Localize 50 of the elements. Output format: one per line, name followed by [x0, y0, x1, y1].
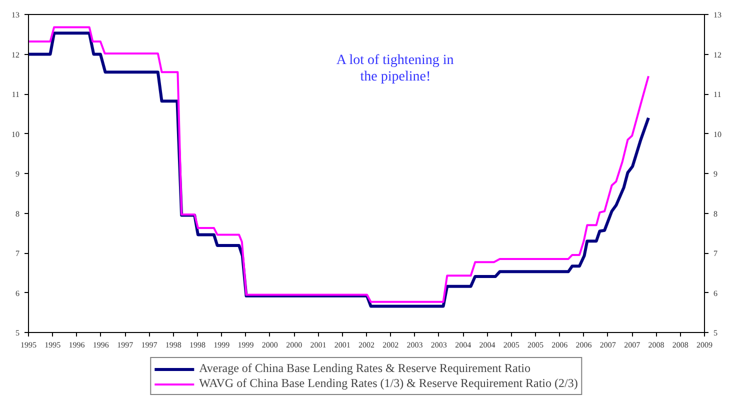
x-tick-label: 2002: [382, 340, 399, 350]
x-tick-label: 2006: [576, 340, 592, 350]
y2-tick-label: 7: [714, 249, 718, 258]
x-tick-label: 2008: [648, 340, 664, 350]
y-tick-label: 5: [16, 328, 20, 338]
legend-label: WAVG of China Base Lending Rates (1/3) & Reserve Requirement Ratio (2/3): [199, 376, 578, 391]
x-tick-label: 1996: [92, 340, 109, 350]
x-tick-label: 1997: [117, 340, 134, 350]
y2-tick-label: 5: [714, 328, 718, 338]
y-tick-label: 11: [12, 90, 20, 99]
x-tick-label: 2004: [479, 340, 496, 350]
x-tick-label: 1999: [238, 340, 254, 350]
y2-tick-label: 8: [714, 209, 718, 218]
x-tick-label: 1997: [141, 340, 158, 350]
x-tick-label: 2000: [262, 340, 278, 350]
y-tick-label: 6: [16, 288, 20, 298]
x-tick-label: 1995: [44, 340, 61, 350]
x-tick-label: 1998: [190, 340, 206, 350]
y-tick-label: 13: [12, 10, 20, 20]
x-tick-label: 2009: [696, 340, 712, 350]
y-tick-label: 8: [16, 209, 20, 218]
y-tick-label: 7: [16, 249, 20, 258]
x-tick-label: 1998: [165, 340, 182, 350]
x-tick-label: 2006: [552, 340, 568, 350]
y-tick-label: 9: [16, 170, 20, 178]
x-tick-label: 2001: [334, 340, 350, 350]
x-tick-label: 1996: [68, 340, 85, 350]
y2-tick-label: 13: [714, 10, 722, 20]
y2-tick-label: 11: [714, 90, 722, 99]
y2-tick-label: 12: [714, 50, 722, 60]
y-tick-label: 12: [12, 50, 20, 60]
x-tick-label: 2003: [406, 340, 423, 350]
y2-tick-label: 6: [714, 288, 718, 298]
x-tick-label: 2002: [358, 340, 374, 350]
y2-tick-label: 10: [714, 130, 722, 139]
x-tick-label: 2005: [528, 340, 544, 350]
x-tick-label: 2001: [310, 340, 326, 350]
x-tick-label: 2000: [286, 340, 302, 350]
x-tick-label: 2007: [624, 340, 640, 350]
annotation: A lot of tightening in the pipeline!: [336, 52, 454, 84]
x-tick-label: 2008: [672, 340, 688, 350]
legend-label: Average of China Base Lending Rates & Reserve Requirement Ratio: [199, 361, 531, 376]
x-tick-label: 2003: [430, 340, 447, 350]
x-tick-label: 2005: [503, 340, 520, 350]
y-tick-label: 10: [12, 130, 20, 139]
x-tick-label: 1995: [20, 340, 36, 350]
x-tick-label: 1999: [214, 340, 230, 350]
x-tick-label: 2007: [600, 340, 616, 350]
y2-tick-label: 9: [714, 170, 718, 178]
x-tick-label: 2004: [455, 340, 472, 350]
